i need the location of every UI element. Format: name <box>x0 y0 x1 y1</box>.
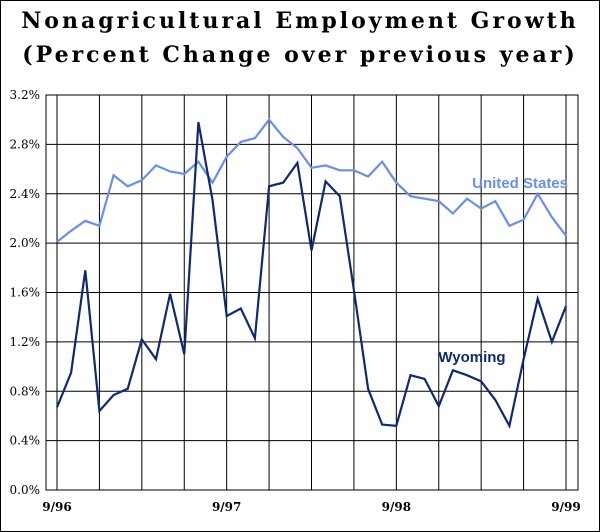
y-tick-label: 2.8% <box>10 137 41 151</box>
series-lines <box>55 117 568 429</box>
y-tick-label: 3.2% <box>10 88 41 102</box>
y-axis: 0.0% 0.4% 0.8% 1.2% 1.6% 2.0% 2.4% 2.8% 3.2% <box>10 88 41 497</box>
y-tick-label: 2.4% <box>10 187 41 201</box>
x-tick-label: 9/98 <box>382 500 411 514</box>
x-tick-label: 9/96 <box>42 500 71 514</box>
x-tick-label: 9/97 <box>212 500 241 514</box>
series-line-wyoming <box>55 122 568 429</box>
series-label-united-states: United States <box>472 175 568 192</box>
series-label-wyoming: Wyoming <box>438 349 505 366</box>
x-tick-label: 9/99 <box>551 500 580 514</box>
y-tick-label: 0.8% <box>10 384 41 398</box>
y-tick-label: 1.6% <box>10 286 41 300</box>
y-tick-label: 0.0% <box>10 483 41 497</box>
series-labels: United States Wyoming <box>438 175 568 366</box>
y-tick-label: 1.2% <box>10 335 41 349</box>
x-axis: 9/96 9/97 9/98 9/99 <box>42 500 580 514</box>
series-line-united-states <box>56 117 567 243</box>
chart-title: Nonagricultural Employment Growth <box>21 8 579 34</box>
y-tick-label: 0.4% <box>10 434 41 448</box>
chart-subtitle: (Percent Change over previous year) <box>22 42 578 68</box>
gridlines <box>46 94 578 491</box>
y-tick-label: 2.0% <box>10 236 41 250</box>
